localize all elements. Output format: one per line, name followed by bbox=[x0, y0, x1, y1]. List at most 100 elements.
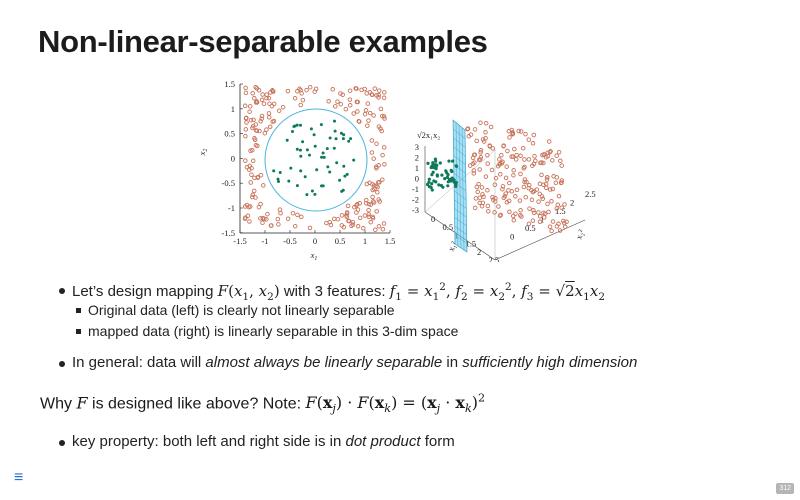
outer-class-point bbox=[247, 104, 253, 109]
inner-class-point bbox=[305, 193, 309, 197]
outer-class-point bbox=[374, 93, 379, 98]
mapped-outer-point bbox=[558, 180, 564, 186]
mapped-outer-point bbox=[554, 224, 560, 229]
mapped-outer-point bbox=[498, 172, 503, 177]
inner-class-point bbox=[342, 164, 346, 168]
mapped-outer-point bbox=[485, 161, 490, 166]
outer-class-point bbox=[251, 188, 257, 194]
outer-class-point bbox=[367, 110, 373, 116]
mapped-outer-point bbox=[472, 127, 478, 132]
outer-class-point bbox=[361, 226, 366, 231]
outer-class-point bbox=[304, 87, 309, 93]
mapped-outer-point bbox=[556, 149, 562, 155]
mapped-outer-point bbox=[474, 184, 480, 190]
outer-class-point bbox=[380, 113, 385, 119]
outer-class-point bbox=[378, 106, 384, 112]
inner-class-point bbox=[332, 146, 336, 150]
mapped-outer-point bbox=[544, 177, 550, 182]
mapped-outer-point bbox=[509, 154, 514, 159]
mapped-inner-point bbox=[443, 177, 447, 181]
mapped-outer-point bbox=[539, 194, 545, 199]
mapped-outer-point bbox=[480, 137, 486, 142]
mapped-outer-point bbox=[507, 135, 512, 140]
mapped-inner-point bbox=[445, 175, 449, 179]
outer-class-point bbox=[371, 200, 377, 205]
mapped-outer-point bbox=[518, 171, 523, 177]
outer-class-point bbox=[258, 119, 263, 124]
outer-class-point bbox=[367, 180, 372, 185]
outer-class-point bbox=[366, 214, 372, 220]
outer-class-point bbox=[374, 209, 379, 214]
mapped-outer-point bbox=[501, 143, 506, 148]
outer-class-point bbox=[340, 92, 345, 97]
outer-class-point bbox=[364, 91, 369, 96]
outer-class-point bbox=[271, 101, 277, 107]
outer-class-point bbox=[374, 166, 379, 171]
mapped-outer-point bbox=[505, 148, 510, 154]
hamburger-menu-icon[interactable]: ≡ bbox=[14, 469, 24, 486]
inner-class-point bbox=[349, 137, 353, 141]
left-x-tick-label: -1.5 bbox=[233, 236, 246, 246]
outer-class-point bbox=[297, 86, 302, 92]
outer-class-point bbox=[264, 127, 269, 132]
outer-class-point bbox=[363, 108, 369, 113]
left-x-tick-label: -0.5 bbox=[283, 236, 296, 246]
outer-class-point bbox=[248, 180, 253, 185]
mapped-outer-point bbox=[483, 174, 489, 179]
inner-class-point bbox=[345, 172, 349, 176]
math-F: F bbox=[76, 393, 88, 413]
mapped-outer-point bbox=[492, 182, 498, 187]
mapped-outer-point bbox=[537, 181, 543, 187]
outer-class-point bbox=[271, 89, 276, 94]
mapped-outer-point bbox=[490, 146, 496, 151]
right-z-tick-label: 0 bbox=[415, 174, 419, 184]
mapped-outer-point bbox=[480, 192, 485, 197]
outer-class-point bbox=[285, 88, 291, 94]
mapped-outer-point bbox=[501, 195, 507, 201]
right-y-tick-label: 1.5 bbox=[555, 206, 566, 216]
outer-class-point bbox=[298, 102, 303, 108]
outer-class-point bbox=[247, 109, 252, 114]
outer-class-point bbox=[258, 172, 264, 178]
outer-class-point bbox=[277, 207, 283, 212]
mapped-outer-point bbox=[504, 164, 509, 169]
outer-class-point bbox=[276, 222, 281, 227]
inner-class-point bbox=[319, 123, 323, 127]
mapped-outer-point bbox=[559, 178, 565, 183]
outer-class-point bbox=[380, 152, 385, 158]
mapped-outer-point bbox=[517, 198, 523, 203]
outer-class-point bbox=[344, 214, 350, 220]
mapped-outer-point bbox=[531, 210, 537, 216]
mapped-outer-point bbox=[496, 204, 501, 209]
mapped-outer-point bbox=[477, 167, 482, 172]
outer-class-point bbox=[382, 162, 387, 167]
mapped-outer-point bbox=[521, 166, 526, 171]
outer-class-point bbox=[252, 175, 257, 181]
left-y-tick-label: 0.5 bbox=[224, 129, 235, 139]
mapped-inner-point bbox=[431, 170, 435, 174]
mapped-outer-point bbox=[470, 161, 476, 167]
mapped-inner-point bbox=[451, 159, 455, 163]
outer-class-point bbox=[324, 220, 329, 226]
mapped-outer-point bbox=[485, 188, 490, 193]
outer-class-point bbox=[267, 101, 272, 106]
outer-class-point bbox=[260, 92, 265, 97]
inner-class-point bbox=[333, 129, 337, 133]
mapped-outer-point bbox=[527, 206, 532, 211]
inner-class-point bbox=[328, 136, 332, 140]
mapped-outer-point bbox=[556, 193, 562, 199]
outer-class-point bbox=[261, 101, 267, 106]
inner-class-point bbox=[328, 170, 332, 174]
outer-class-point bbox=[362, 86, 367, 92]
mapped-outer-point bbox=[534, 187, 539, 192]
outer-class-point bbox=[290, 210, 296, 216]
mapped-outer-point bbox=[537, 191, 542, 197]
outer-class-point bbox=[256, 88, 262, 93]
mapped-outer-point bbox=[531, 161, 537, 167]
mapped-outer-point bbox=[475, 189, 480, 195]
mapped-outer-point bbox=[541, 152, 547, 157]
outer-class-point bbox=[380, 226, 386, 232]
why-mid: is designed like above? Note: bbox=[87, 395, 306, 413]
outer-class-point bbox=[376, 163, 381, 168]
mapped-outer-point bbox=[527, 182, 532, 188]
